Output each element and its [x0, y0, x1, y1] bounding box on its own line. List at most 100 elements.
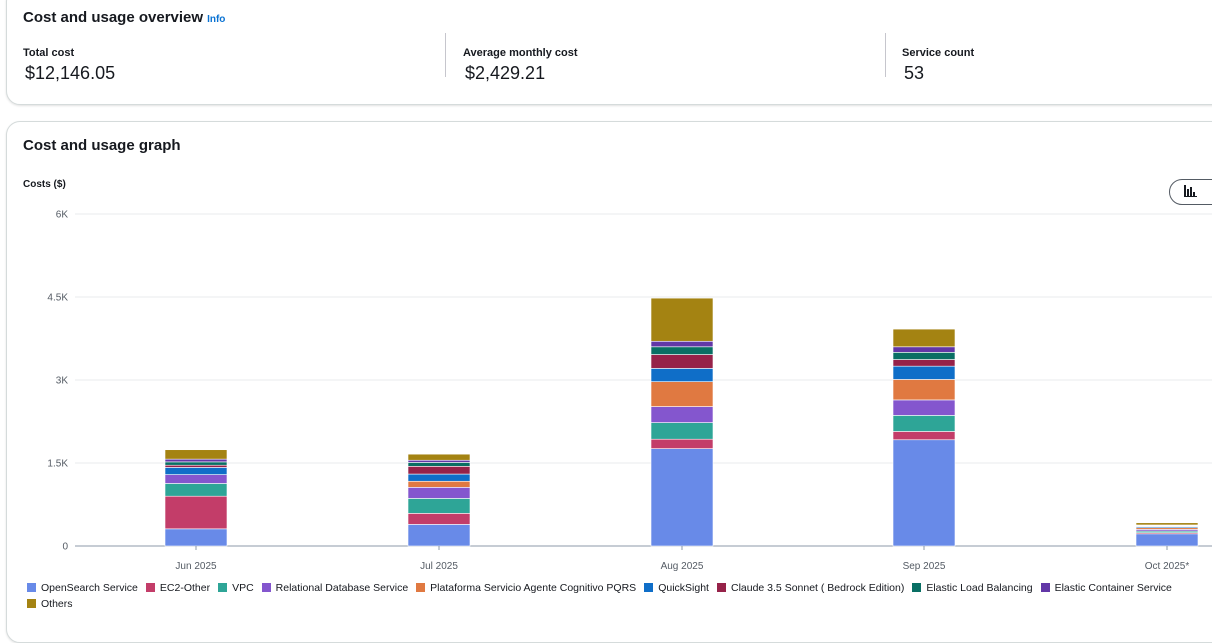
legend-item[interactable]: OpenSearch Service: [27, 580, 138, 596]
chart-legend: OpenSearch Service EC2-Other VPC Relational…: [27, 580, 1207, 612]
bar-segment: [407, 480, 471, 488]
bar-segment: [650, 297, 714, 342]
legend-label: Relational Database Service: [275, 582, 409, 594]
bar-segment: [164, 528, 228, 547]
y-tick-label: 0: [62, 542, 68, 553]
bar-segment: [407, 459, 471, 463]
bar-segment: [650, 340, 714, 348]
legend-swatch: [716, 583, 726, 592]
overview-title: Cost and usage overview Info: [23, 9, 226, 26]
x-tick-label: Jun 2025: [175, 561, 217, 572]
legend-swatch: [145, 583, 155, 592]
average-monthly-cost-value: $2,429.21: [465, 63, 546, 83]
average-monthly-cost-label: Average monthly cost: [463, 47, 578, 59]
bar-segment: [650, 422, 714, 440]
legend-item[interactable]: Others: [27, 596, 73, 612]
legend-swatch: [218, 583, 228, 592]
bar-segment: [650, 381, 714, 407]
legend-swatch: [261, 583, 271, 592]
bar-segment: [892, 365, 956, 380]
legend-item[interactable]: Relational Database Service: [261, 580, 409, 596]
x-tick-label: Oct 2025*: [1145, 561, 1190, 572]
bar-segment: [164, 495, 228, 530]
bar-segment: [407, 473, 471, 482]
legend-label: VPC: [232, 582, 254, 594]
legend-item[interactable]: Elastic Container Service: [1040, 580, 1172, 596]
bar-segment: [892, 346, 956, 353]
bar-segment: [407, 487, 471, 499]
legend-label: Others: [41, 598, 73, 610]
legend-label: Elastic Load Balancing: [926, 582, 1033, 594]
x-tick-label: Sep 2025: [903, 561, 946, 572]
bar-segment: [892, 328, 956, 348]
bar-segment: [407, 462, 471, 467]
service-count-value: 53: [904, 63, 925, 83]
bar-chart-icon: [1184, 185, 1198, 197]
bar-segment: [650, 438, 714, 449]
y-tick-label: 1.5K: [47, 459, 68, 470]
bar-segment: [650, 354, 714, 369]
info-link[interactable]: Info: [207, 14, 226, 25]
bar-segment: [407, 498, 471, 514]
bar-segment: [892, 399, 956, 416]
bar-segment: [407, 453, 471, 461]
bar-segment: [892, 439, 956, 547]
average-monthly-cost-metric: Average monthly cost $2,429.21: [463, 47, 578, 84]
legend-label: Plataforma Servicio Agente Cognitivo PQR…: [430, 582, 637, 594]
bar-segment: [892, 352, 956, 360]
y-tick-label: 3K: [56, 376, 69, 387]
bar-segment: [164, 474, 228, 484]
bar-segment: [164, 464, 228, 468]
y-axis-title: Costs ($): [23, 179, 66, 190]
total-cost-metric: Total cost $12,146.05: [23, 47, 115, 84]
legend-item[interactable]: VPC: [218, 580, 254, 596]
bar-segment: [407, 524, 471, 547]
legend-item[interactable]: Elastic Load Balancing: [912, 580, 1033, 596]
bar-segment: [164, 458, 228, 463]
bar-segment: [650, 406, 714, 423]
bar-segment: [892, 359, 956, 367]
bar-segment: [164, 449, 228, 460]
bar-segment: [650, 346, 714, 355]
bar-segment: [1135, 533, 1199, 547]
legend-swatch: [644, 583, 654, 592]
legend-label: Elastic Container Service: [1054, 582, 1172, 594]
legend-label: Claude 3.5 Sonnet ( Bedrock Edition): [730, 582, 905, 594]
legend-swatch: [912, 583, 922, 592]
graph-title: Cost and usage graph: [23, 137, 181, 154]
bar-segment: [1135, 522, 1199, 526]
total-cost-value: $12,146.05: [25, 63, 116, 83]
bar-segment: [164, 461, 228, 466]
bar-segment: [892, 415, 956, 432]
metric-divider: [885, 33, 886, 77]
bar-segment: [650, 368, 714, 382]
legend-swatch: [416, 583, 426, 592]
chart-type-button[interactable]: [1169, 179, 1212, 205]
service-count-metric: Service count 53: [902, 47, 974, 84]
bar-segment: [407, 513, 471, 525]
legend-label: OpenSearch Service: [41, 582, 138, 594]
y-tick-label: 4.5K: [47, 293, 68, 304]
legend-label: QuickSight: [658, 582, 709, 594]
y-tick-label: 6K: [56, 210, 69, 221]
legend-label: EC2-Other: [159, 582, 211, 594]
metric-divider: [445, 33, 446, 77]
bar-segment: [164, 467, 228, 475]
cost-overview-card: Cost and usage overview Info Total cost $…: [6, 0, 1212, 105]
legend-swatch: [1040, 583, 1050, 592]
bar-segment: [892, 379, 956, 401]
x-tick-label: Aug 2025: [661, 561, 704, 572]
legend-item[interactable]: Plataforma Servicio Agente Cognitivo PQR…: [416, 580, 636, 596]
legend-swatch: [27, 583, 36, 592]
bar-segment: [650, 448, 714, 547]
legend-item[interactable]: EC2-Other: [145, 580, 211, 596]
legend-item[interactable]: QuickSight: [644, 580, 709, 596]
total-cost-label: Total cost: [23, 47, 75, 59]
bar-segment: [164, 483, 228, 497]
stacked-bar-chart: 0 1.5K 3K 4.5K 6K Jun 2025 Jul 2025 Aug 2025 Sep…: [47, 210, 1212, 572]
legend-swatch: [27, 599, 36, 608]
service-count-label: Service count: [902, 47, 975, 59]
bar-segment: [407, 466, 471, 475]
legend-item[interactable]: Claude 3.5 Sonnet ( Bedrock Edition): [716, 580, 905, 596]
x-tick-label: Jul 2025: [420, 561, 458, 572]
